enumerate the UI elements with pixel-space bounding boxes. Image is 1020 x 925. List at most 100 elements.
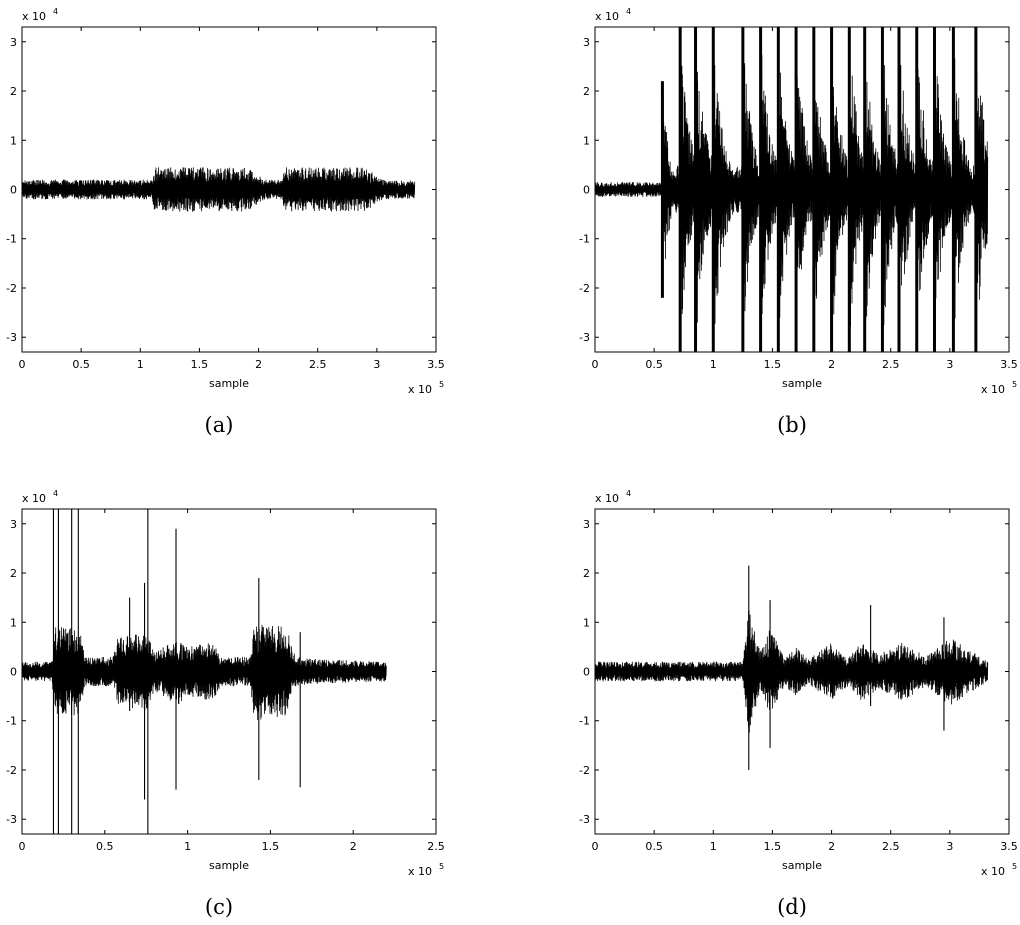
xtick-label-b-7: 3.5 (1000, 358, 1018, 371)
x-exponent-label-a: x 10 (408, 383, 432, 396)
signal-trace-d (595, 610, 989, 733)
xtick-label-b-4: 2 (828, 358, 835, 371)
burst-b-2 (694, 27, 698, 352)
caption-c: (c) (205, 895, 233, 919)
y-exponent-value-a: 4 (53, 7, 58, 16)
xtick-label-d-4: 2 (828, 840, 835, 853)
signal-trace-b (595, 41, 989, 327)
ytick-label-b-2: -1 (579, 233, 590, 246)
panel-c: 0 0.5 1 1.5 2 2.5 -3 -2 -1 0 1 2 3 sample x 10 5 x 10 4 (c… (6, 489, 445, 919)
y-exponent-value-d: 4 (626, 489, 631, 498)
panel-a: 0 0.5 1 1.5 2 2.5 3 3.5 -3 -2 -1 0 1 2 3 sample x 10 5 x 1… (6, 7, 445, 437)
burst-b-14 (915, 27, 919, 352)
ytick-label-d-2: -1 (579, 715, 590, 728)
ytick-label-b-3: 0 (583, 184, 590, 197)
ytick-label-a-5: 2 (10, 85, 17, 98)
xtick-label-a-7: 3.5 (427, 358, 445, 371)
xtick-label-b-0: 0 (592, 358, 599, 371)
burst-b-6 (776, 27, 780, 352)
ytick-label-d-4: 1 (583, 616, 590, 629)
y-exponent-label-b: x 10 (595, 10, 619, 23)
ytick-label-a-1: -2 (6, 282, 17, 295)
xtick-label-b-1: 0.5 (645, 358, 663, 371)
burst-b-11 (863, 27, 867, 352)
xtick-label-c-3: 1.5 (262, 840, 280, 853)
xtick-label-a-2: 1 (137, 358, 144, 371)
x-axis-label-a: sample (209, 377, 249, 390)
ytick-label-d-6: 3 (583, 518, 590, 531)
ytick-label-b-5: 2 (583, 85, 590, 98)
x-exponent-value-c: 5 (439, 862, 444, 871)
xtick-label-b-6: 3 (946, 358, 953, 371)
ytick-label-c-2: -1 (6, 715, 17, 728)
x-exponent-label-b: x 10 (981, 383, 1005, 396)
ytick-label-a-0: -3 (6, 331, 17, 344)
x-exponent-label-c: x 10 (408, 865, 432, 878)
x-exponent-label-d: x 10 (981, 865, 1005, 878)
burst-b-8 (812, 27, 816, 352)
burst-b-7 (794, 27, 798, 352)
ytick-label-b-6: 3 (583, 36, 590, 49)
ytick-label-d-3: 0 (583, 666, 590, 679)
ytick-label-a-2: -1 (6, 233, 17, 246)
burst-b-1 (678, 27, 682, 352)
ytick-label-d-5: 2 (583, 567, 590, 580)
xtick-label-d-1: 0.5 (645, 840, 663, 853)
y-exponent-label-c: x 10 (22, 492, 46, 505)
xtick-label-a-3: 1.5 (191, 358, 209, 371)
ytick-label-c-1: -2 (6, 764, 17, 777)
burst-b-5 (759, 27, 763, 352)
ytick-label-c-6: 3 (10, 518, 17, 531)
ytick-label-c-4: 1 (10, 616, 17, 629)
xtick-label-a-6: 3 (373, 358, 380, 371)
x-axis-label-d: sample (782, 859, 822, 872)
x-exponent-value-b: 5 (1012, 380, 1017, 389)
xtick-label-d-2: 1 (710, 840, 717, 853)
burst-b-16 (951, 27, 955, 352)
y-exponent-label-d: x 10 (595, 492, 619, 505)
burst-b-0 (660, 81, 664, 298)
burst-b-15 (932, 27, 936, 352)
x-exponent-value-a: 5 (439, 380, 444, 389)
ytick-label-c-0: -3 (6, 813, 17, 826)
ytick-label-c-3: 0 (10, 666, 17, 679)
xtick-label-c-4: 2 (350, 840, 357, 853)
xtick-label-d-7: 3.5 (1000, 840, 1018, 853)
xtick-label-a-4: 2 (255, 358, 262, 371)
burst-b-4 (741, 27, 745, 352)
burst-b-13 (897, 27, 901, 352)
xtick-label-d-5: 2.5 (882, 840, 900, 853)
x-axis-label-b: sample (782, 377, 822, 390)
xtick-label-c-1: 0.5 (96, 840, 114, 853)
xtick-label-b-3: 1.5 (764, 358, 782, 371)
xtick-label-d-3: 1.5 (764, 840, 782, 853)
burst-b-12 (880, 27, 884, 352)
ytick-label-a-4: 1 (10, 134, 17, 147)
ytick-label-d-1: -2 (579, 764, 590, 777)
xtick-label-a-1: 0.5 (72, 358, 90, 371)
burst-b-9 (830, 27, 834, 352)
xtick-label-c-5: 2.5 (427, 840, 445, 853)
panel-d: 0 0.5 1 1.5 2 2.5 3 3.5 -3 -2 -1 0 1 2 3 sample x 10 5 x 1… (579, 489, 1018, 919)
y-exponent-value-b: 4 (626, 7, 631, 16)
xtick-label-a-0: 0 (19, 358, 26, 371)
signal-trace-c (22, 624, 387, 721)
caption-a: (a) (205, 413, 234, 437)
y-exponent-value-c: 4 (53, 489, 58, 498)
ytick-label-b-0: -3 (579, 331, 590, 344)
burst-b-3 (711, 27, 715, 352)
y-exponent-label-a: x 10 (22, 10, 46, 23)
caption-b: (b) (777, 413, 807, 437)
ytick-label-a-3: 0 (10, 184, 17, 197)
ytick-label-b-1: -2 (579, 282, 590, 295)
x-exponent-value-d: 5 (1012, 862, 1017, 871)
ytick-label-a-6: 3 (10, 36, 17, 49)
xtick-label-c-2: 1 (184, 840, 191, 853)
ytick-label-b-4: 1 (583, 134, 590, 147)
caption-d: (d) (777, 895, 807, 919)
burst-b-17 (974, 27, 978, 352)
xtick-label-a-5: 2.5 (309, 358, 327, 371)
xtick-label-d-6: 3 (946, 840, 953, 853)
xtick-label-d-0: 0 (592, 840, 599, 853)
